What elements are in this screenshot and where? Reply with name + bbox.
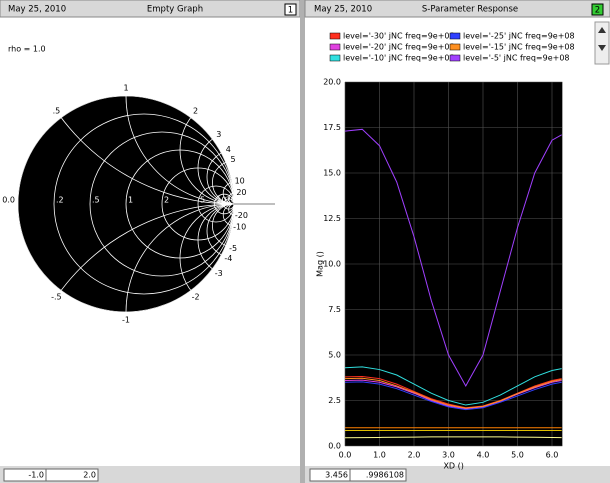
y-axis-label: Mag () [316,251,325,277]
legend-label: level='-10' jNC freq=9e+08 [343,54,455,63]
reactance-label: -3 [215,269,223,278]
legend-swatch [329,32,341,40]
legend-label: level='-20' jNC freq=9e+08 [343,43,455,52]
legend-label: level='-15' jNC freq=9e+08 [463,43,575,52]
x-tick-label: 5.0 [511,451,524,460]
resistance-label: 5 [200,196,205,205]
series-line [344,377,562,409]
resistance-label: 0.0 [2,196,15,205]
right-field-1-text[interactable]: 3.456 [325,471,348,480]
right-badge-box[interactable] [591,3,604,16]
reactance-label: .5 [53,107,61,116]
reactance-label: -1 [122,316,130,325]
reactance-label: 20 [236,188,246,197]
legend-swatch [449,54,461,62]
rho-annotation: rho = 1.0 [8,45,46,54]
y-tick-label: 2.5 [328,396,341,405]
series-line [344,366,562,406]
left-field-1-text[interactable]: -1.0 [28,471,44,480]
divider[interactable] [300,0,305,483]
y-tick-label: 10.0 [323,260,341,269]
reactance-label: 2 [193,107,198,116]
scroll-down[interactable] [598,45,606,51]
x-tick-label: 0.0 [339,451,352,460]
resistance-label: 2 [164,196,169,205]
reactance-label: -5 [229,244,237,253]
reactance-label: 3 [216,130,221,139]
legend-swatch [449,43,461,51]
resistance-label: .5 [92,196,100,205]
x-tick-label: 6.0 [546,451,559,460]
series-line [344,381,562,411]
x-axis-label: XD () [443,462,463,471]
x-tick-label: 3.0 [442,451,455,460]
right-date: May 25, 2010 [314,5,372,15]
series-line [344,128,562,387]
reactance-label: -10 [233,222,246,231]
right-badge[interactable]: 2 [595,6,600,16]
reactance-arc [228,203,234,216]
reactance-label: -.5 [51,292,62,301]
right-field-2[interactable] [349,468,407,482]
resistance-circle [53,113,234,295]
resistance-circle [213,193,234,215]
reactance-arc [179,96,234,205]
y-tick-label: 12.5 [323,214,341,223]
y-tick-label: 0.0 [328,442,341,451]
reactance-arc [206,149,234,205]
legend-swatch [449,32,461,40]
series-line [344,436,562,439]
series-line [344,379,562,410]
reactance-label: 5 [231,155,236,164]
reactance-label: 10 [235,177,245,186]
y-tick-label: 5.0 [328,351,341,360]
right-title: S-Parameter Response [422,5,518,15]
left-badge-box[interactable] [284,3,297,16]
y-tick-label: 20.0 [323,78,341,87]
legend-label: level='-5' jNC freq=9e+08 [463,54,570,63]
smith-grid [18,96,234,312]
series-line [344,375,562,409]
x-tick-label: 4.0 [477,451,490,460]
resistance-circle [197,185,234,223]
x-tick-label: 1.0 [373,451,386,460]
resistance-label: 10 [216,196,226,205]
legend-label: level='-25' jNC freq=9e+08 [463,32,575,41]
resistance-label: 1 [128,196,133,205]
legend-swatch [329,54,341,62]
reactance-label: 4 [226,145,231,154]
left-field-2-text[interactable]: 2.0 [83,471,96,480]
right-field-2-text[interactable]: .9986108 [366,471,404,480]
reactance-arc [197,131,234,205]
reactance-label: -2 [192,292,200,301]
legend-swatch [329,43,341,51]
left-field-2[interactable] [45,468,99,482]
left-title: Empty Graph [147,5,203,15]
x-tick-label: 2.0 [408,451,421,460]
resistance-label: .2 [56,196,64,205]
reactance-arc [179,203,234,312]
resistance-label: 20 [226,196,236,205]
y-tick-label: 17.5 [323,123,341,132]
reactance-label: -4 [224,254,232,263]
left-badge[interactable]: 1 [288,6,293,16]
legend-label: level='-30' jNC freq=9e+08 [343,32,455,41]
left-date: May 25, 2010 [8,5,66,15]
reactance-label: 1 [123,84,128,93]
scroll-up[interactable] [598,27,606,33]
reactance-label: -20 [235,211,248,220]
reactance-arc [206,203,234,259]
right-header [304,0,610,18]
reactance-arc [228,192,234,205]
y-tick-label: 7.5 [328,305,341,314]
y-tick-label: 15.0 [323,169,341,178]
reactance-arc [197,203,234,277]
resistance-circle [89,131,234,277]
